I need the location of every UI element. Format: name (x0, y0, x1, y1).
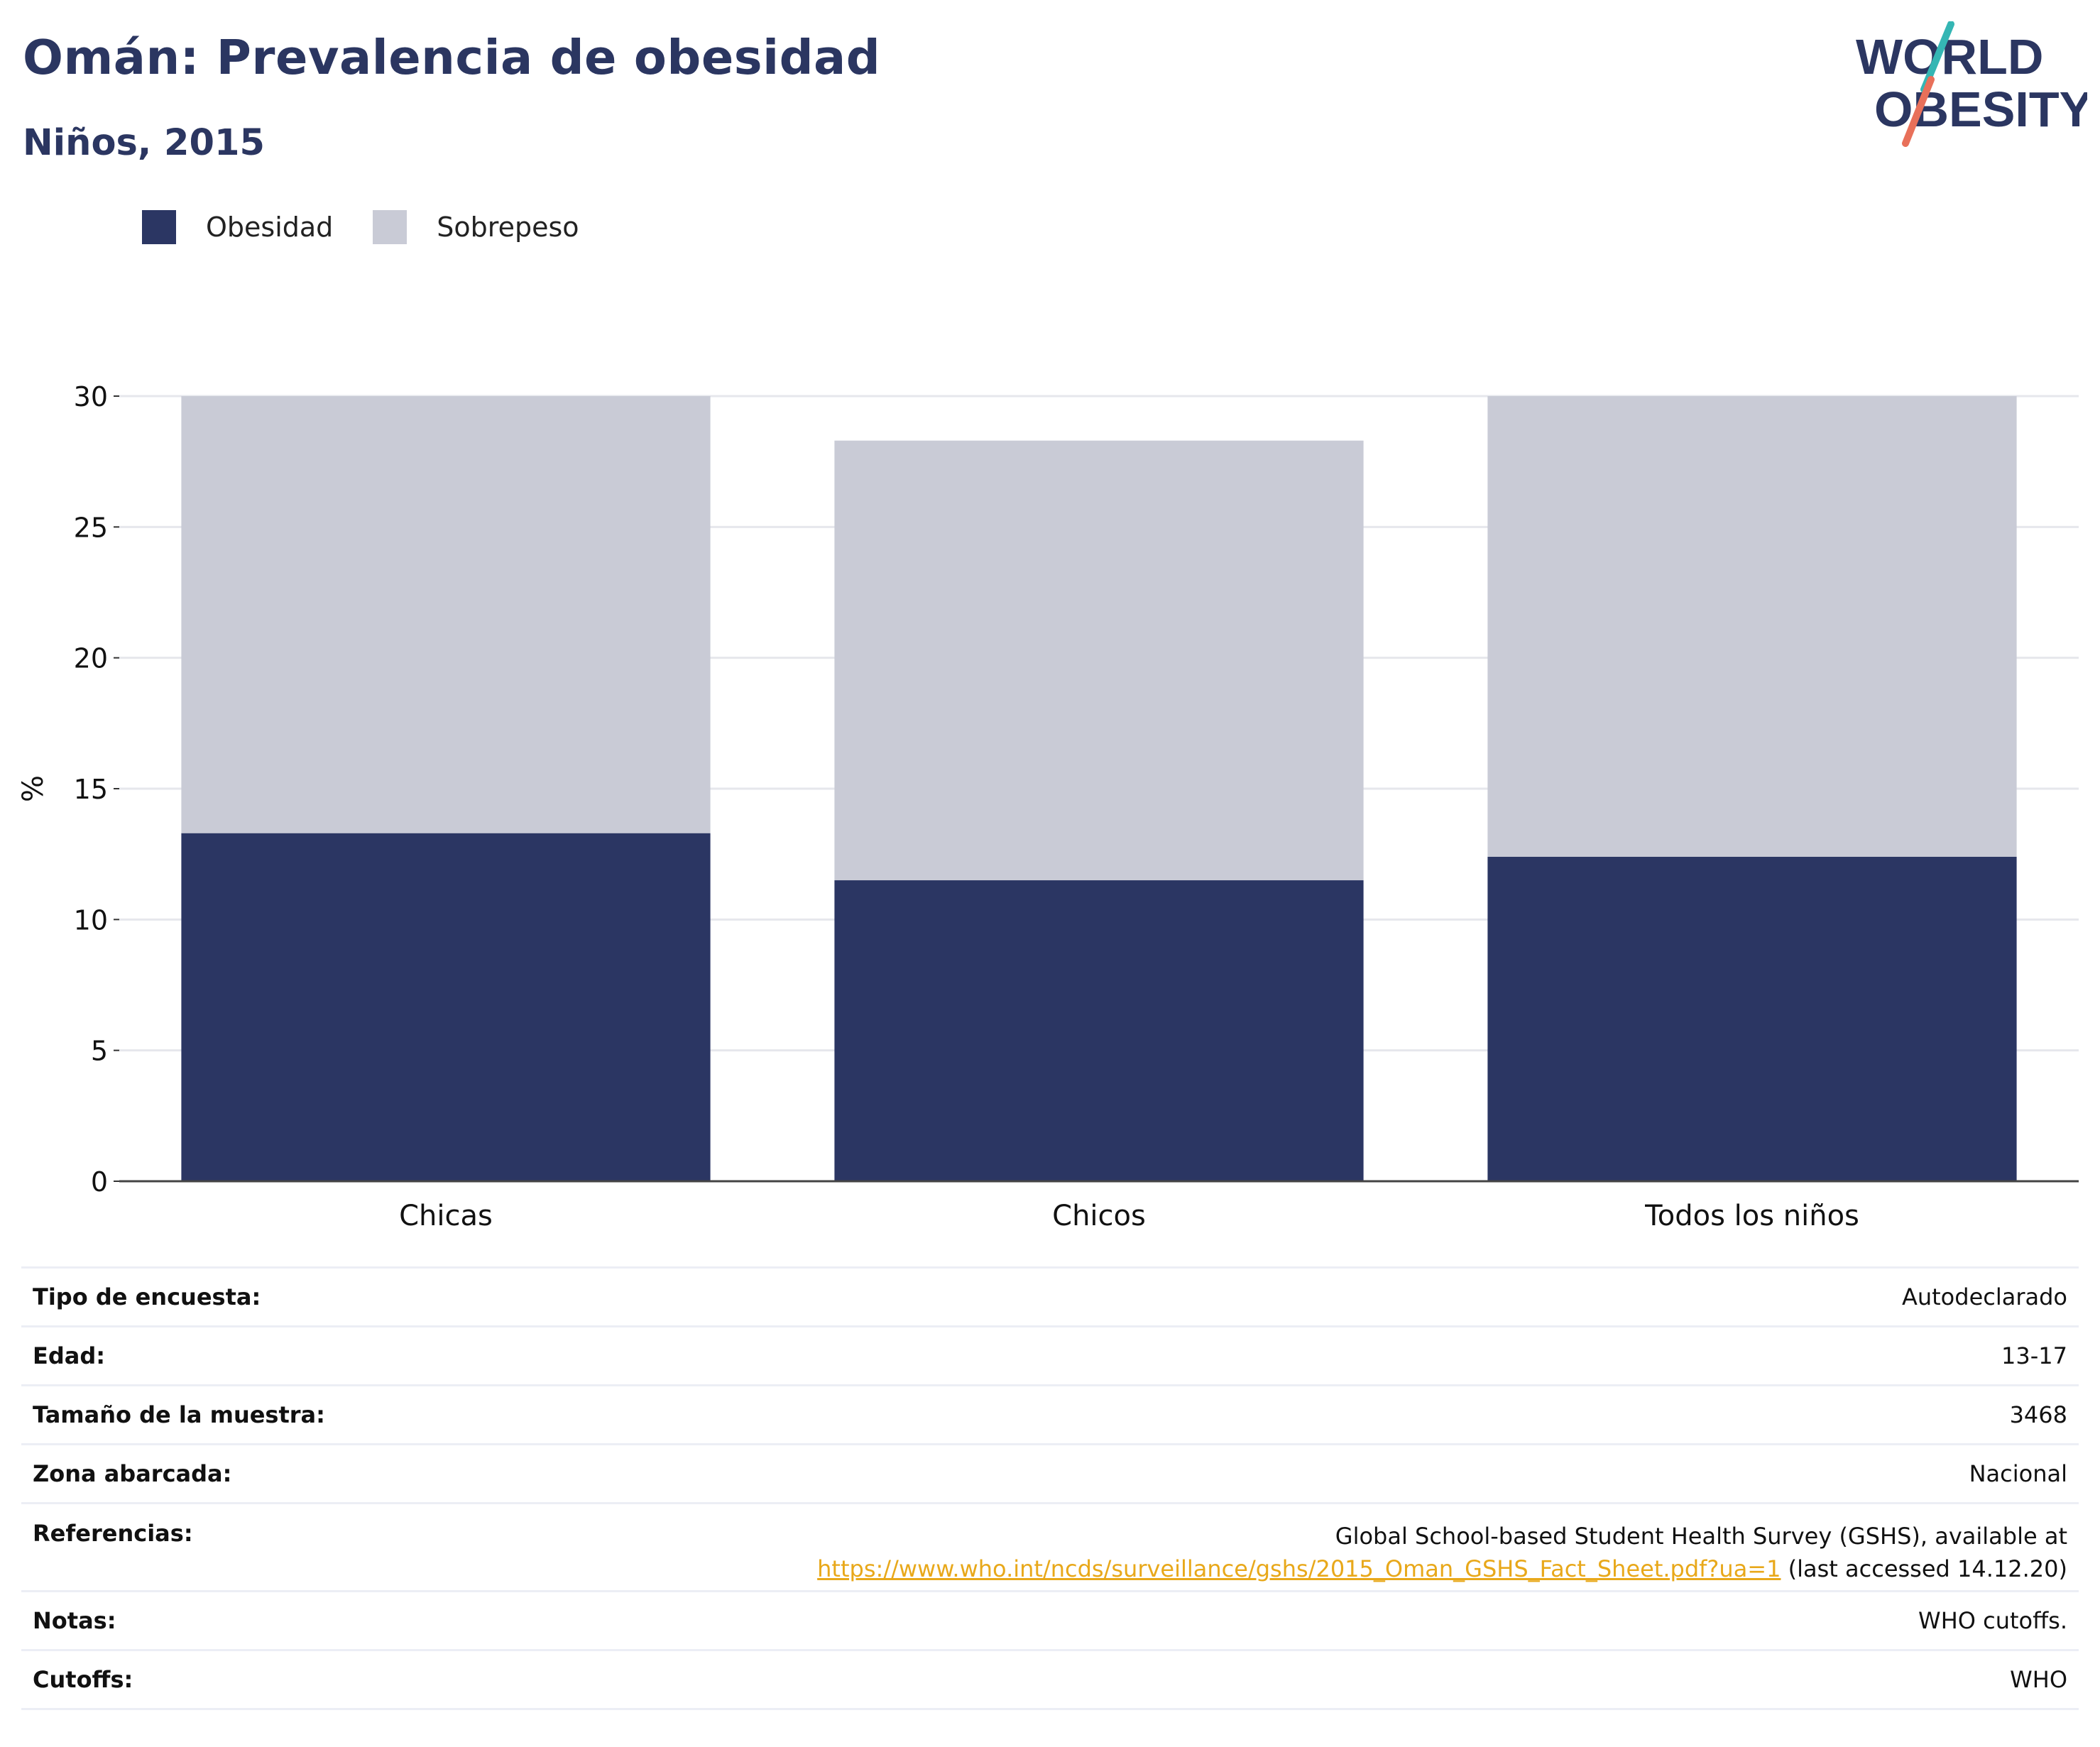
legend-label-sobrepeso: Sobrepeso (437, 212, 579, 243)
legend-label-obesidad: Obesidad (206, 212, 334, 243)
references-link-line: https://www.who.int/ncds/surveillance/gs… (817, 1552, 2067, 1585)
info-row-references: Referencias: Global School-based Student… (21, 1504, 2079, 1592)
x-tick-label: Todos los niños (1644, 1200, 1859, 1228)
info-key-survey-type: Tipo de encuesta: (33, 1283, 261, 1310)
y-tick-label: 20 (74, 643, 108, 674)
references-suffix: (last accessed 14.12.20) (1781, 1555, 2067, 1582)
info-value-references: Global School-based Student Health Surve… (817, 1520, 2067, 1585)
bar-obesidad-3[interactable] (1487, 856, 2017, 1181)
legend: Obesidad Sobrepeso (142, 210, 619, 244)
legend-swatch-obesidad (142, 210, 176, 244)
y-tick-label: 5 (91, 1036, 108, 1067)
info-row-survey-type: Tipo de encuesta: Autodeclarado (21, 1269, 2079, 1327)
info-row-area: Zona abarcada: Nacional (21, 1445, 2079, 1504)
references-text: Global School-based Student Health Surve… (1335, 1523, 2067, 1550)
y-tick-label: 25 (74, 512, 108, 543)
info-value-survey-type: Autodeclarado (1901, 1283, 2067, 1310)
x-tick-label: Chicas (399, 1200, 493, 1228)
bar-chart: 0 5 10 15 20 25 30% Chicas Chicos Todos los niños (17, 381, 2079, 1228)
y-tick-label: 0 (91, 1166, 108, 1198)
logo-word-obesity: OBESITY (1874, 82, 2087, 137)
bar-obesidad-2[interactable] (834, 880, 1364, 1181)
world-obesity-logo: WORLD OBESITY (1856, 21, 2087, 147)
info-row-age: Edad: 13-17 (21, 1327, 2079, 1386)
info-key-cutoffs: Cutoffs: (33, 1666, 133, 1693)
bar-sobrepeso-3[interactable] (1487, 396, 2017, 857)
info-value-age: 13-17 (2001, 1342, 2067, 1369)
x-tick-label: Chicos (1052, 1200, 1146, 1228)
info-key-references: Referencias: (33, 1520, 193, 1547)
references-link[interactable]: https://www.who.int/ncds/surveillance/gs… (817, 1555, 1781, 1582)
y-axis-label: % (17, 775, 50, 802)
info-value-sample-size: 3468 (2009, 1401, 2067, 1428)
legend-swatch-sobrepeso (373, 210, 408, 244)
bar-sobrepeso-1[interactable] (181, 396, 711, 833)
bar-sobrepeso-2[interactable] (834, 440, 1364, 881)
logo-slash-coral (1902, 76, 1935, 147)
y-tick-label: 10 (74, 904, 108, 936)
info-row-notes: Notas: WHO cutoffs. (21, 1592, 2079, 1651)
info-value-area: Nacional (1969, 1460, 2067, 1487)
y-tick-label: 15 (74, 774, 108, 805)
y-tick-label: 30 (74, 381, 108, 412)
legend-item-obesidad[interactable]: Obesidad (142, 210, 333, 244)
legend-item-sobrepeso[interactable]: Sobrepeso (373, 210, 579, 244)
info-key-sample-size: Tamaño de la muestra: (33, 1401, 325, 1428)
info-key-area: Zona abarcada: (33, 1460, 232, 1487)
bar-obesidad-1[interactable] (181, 833, 711, 1181)
info-row-sample-size: Tamaño de la muestra: 3468 (21, 1386, 2079, 1445)
info-value-cutoffs: WHO (2010, 1666, 2067, 1693)
info-key-age: Edad: (33, 1342, 106, 1369)
info-value-notes: WHO cutoffs. (1918, 1607, 2067, 1634)
chart-subtitle: Niños, 2015 (23, 122, 265, 164)
chart-title: Omán: Prevalencia de obesidad (23, 30, 881, 85)
survey-info-table: Tipo de encuesta: Autodeclarado Edad: 13… (21, 1266, 2079, 1710)
info-key-notes: Notas: (33, 1607, 116, 1634)
info-row-cutoffs: Cutoffs: WHO (21, 1651, 2079, 1710)
logo-word-world: WORLD (1856, 29, 2043, 84)
